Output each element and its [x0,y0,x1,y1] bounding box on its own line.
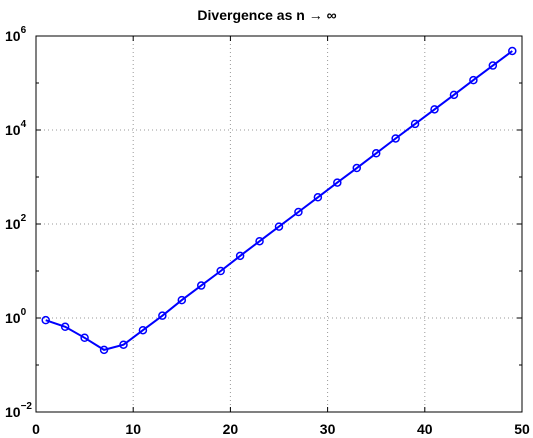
data-point [410,119,420,129]
data-point [391,134,400,143]
series-layer [41,46,517,355]
y-tick-label: 100 [5,307,27,326]
data-point [255,236,264,246]
data-point [508,46,517,56]
data-point [469,75,478,85]
y-tick-exponent: 4 [21,119,27,130]
data-point [80,333,89,343]
y-tick-label: 104 [5,119,27,138]
chart-title: Divergence as n → ∞ [197,7,336,23]
data-point [235,251,245,261]
data-point [196,281,206,290]
x-tick-labels: 0 10 20 30 40 50 [32,421,530,437]
data-point [430,105,439,114]
data-point [333,178,342,187]
data-point [488,61,498,70]
data-point [41,315,50,325]
y-tick-label: 10−2 [5,401,32,420]
data-point [138,325,148,335]
data-point [371,149,381,158]
grid-lines [36,36,522,412]
data-point [99,345,109,355]
y-tick-exponent: 0 [21,307,27,318]
data-point [216,266,225,276]
data-point [352,163,362,173]
axis-ticks [35,35,523,413]
data-point [60,322,70,332]
data-point [274,222,284,231]
y-tick-label: 102 [5,213,27,232]
data-point [158,311,167,320]
data-point [313,193,323,202]
y-tick-labels: 10−2 100 102 104 106 [5,25,32,420]
x-tick-label: 20 [223,421,239,437]
y-tick-label: 106 [5,25,27,44]
x-tick-label: 50 [514,421,530,437]
x-tick-label: 10 [125,421,141,437]
data-point [449,90,459,100]
x-tick-label: 0 [32,421,40,437]
data-point [119,340,128,349]
y-tick-exponent: 2 [21,213,27,224]
y-tick-exponent: −2 [21,401,33,412]
x-tick-label: 40 [417,421,433,437]
series-line [45,50,513,351]
data-point [294,207,303,217]
x-tick-label: 30 [320,421,336,437]
data-point [177,295,187,305]
y-tick-exponent: 6 [21,25,27,36]
